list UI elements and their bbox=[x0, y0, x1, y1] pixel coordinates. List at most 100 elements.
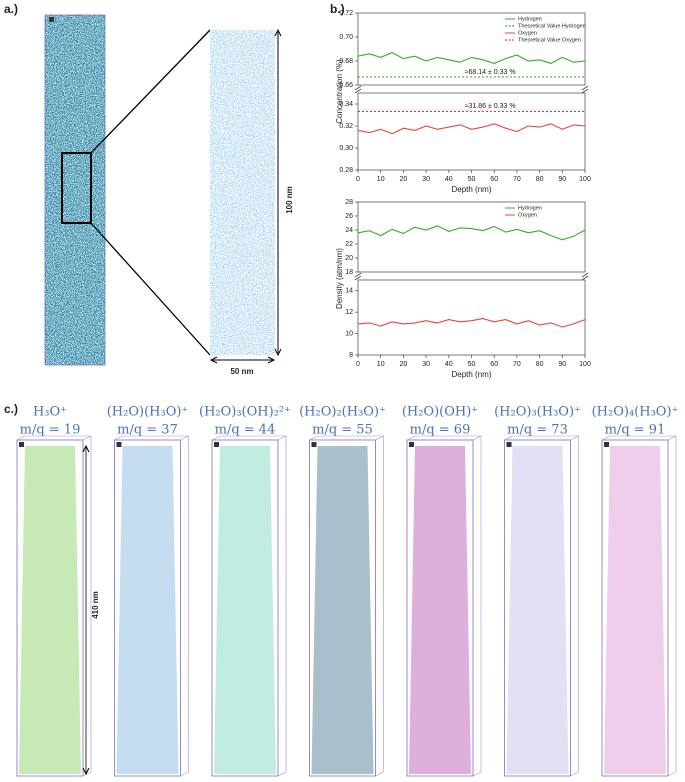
ion-mq: m/q = 73 bbox=[507, 423, 568, 438]
y-tick-label: 0.66 bbox=[339, 82, 353, 89]
arrowheads bbox=[209, 356, 276, 364]
zoom-texture bbox=[210, 30, 275, 355]
x-tick-label: 40 bbox=[445, 176, 453, 183]
x-tick-label: 30 bbox=[422, 176, 430, 183]
bounding-box bbox=[44, 14, 106, 366]
x-tick-label: 20 bbox=[400, 361, 408, 368]
x-axis-label: Depth (nm) bbox=[451, 370, 491, 379]
panel-label: c.) bbox=[4, 402, 18, 416]
marker bbox=[604, 442, 609, 447]
axis-break bbox=[354, 85, 589, 94]
marker bbox=[506, 442, 512, 447]
plot-frame bbox=[357, 12, 586, 86]
legend-label: Theoretical Value Hydrogen bbox=[518, 23, 586, 29]
y-axis-label: Concentration (%) bbox=[335, 59, 344, 124]
bounding-box-depth bbox=[406, 435, 482, 777]
ion-mq: m/q = 19 bbox=[20, 423, 81, 438]
specimen-haze bbox=[604, 446, 666, 774]
specimen-haze bbox=[311, 446, 374, 774]
legend-label: Hydrogen bbox=[518, 16, 542, 22]
marker bbox=[116, 442, 122, 447]
x-tick-label: 100 bbox=[579, 361, 591, 368]
x-tick-label: 0 bbox=[356, 361, 360, 368]
marker bbox=[49, 17, 54, 22]
bounding-box bbox=[406, 439, 474, 777]
x-tick-label: 20 bbox=[400, 176, 408, 183]
ion-formula: (H₂O)(OH)⁺ bbox=[402, 405, 478, 420]
annotation: ≈68.14 ± 0.33 % bbox=[465, 69, 516, 76]
x-tick-label: 70 bbox=[513, 176, 521, 183]
specimen-haze bbox=[214, 446, 276, 774]
x-tick-label: 90 bbox=[558, 361, 566, 368]
bounding-box-depth bbox=[16, 435, 92, 777]
specimen-haze bbox=[19, 446, 81, 774]
legend-label: Oxygen bbox=[518, 212, 537, 218]
bounding-box bbox=[309, 439, 376, 777]
bounding-box bbox=[211, 439, 279, 777]
panel-label: b.) bbox=[330, 2, 345, 16]
y-tick-label: 24 bbox=[345, 227, 353, 234]
y-tick-label: 14 bbox=[345, 288, 353, 295]
legend-label: Hydrogen bbox=[518, 205, 542, 211]
ion-formula: H₃O⁺ bbox=[33, 405, 67, 420]
scale-label: 100 nm bbox=[285, 186, 294, 214]
y-tick-label: 0.34 bbox=[339, 101, 353, 108]
specimen-haze bbox=[116, 446, 179, 774]
y-tick-label: 0.72 bbox=[339, 10, 353, 17]
y-tick-label: 0.70 bbox=[339, 34, 353, 41]
arrowheads bbox=[82, 444, 90, 776]
y-tick-label: 26 bbox=[345, 213, 353, 220]
scale-label: 410 nm bbox=[91, 591, 100, 619]
ion-mq: m/q = 91 bbox=[605, 423, 666, 438]
data-line bbox=[357, 51, 586, 64]
bounding-box bbox=[114, 439, 181, 777]
data-line bbox=[357, 225, 586, 241]
ion-formula: (H₂O)₄(H₃O)⁺ bbox=[592, 405, 679, 420]
data-line bbox=[357, 318, 586, 328]
plot-frame bbox=[357, 201, 586, 273]
y-tick-label: 18 bbox=[345, 269, 353, 276]
zoom-box bbox=[61, 152, 92, 224]
plot-frame bbox=[357, 279, 586, 356]
ion-formula: (H₂O)(H₃O)⁺ bbox=[107, 405, 189, 420]
bounding-box-depth bbox=[309, 435, 384, 777]
panel-label: a.) bbox=[4, 2, 18, 16]
bounding-box-depth bbox=[211, 435, 287, 777]
x-tick-label: 0 bbox=[356, 176, 360, 183]
x-tick-label: 80 bbox=[536, 176, 544, 183]
legend-label: Theoretical Value Oxygen bbox=[518, 37, 581, 43]
bounding-box-depth bbox=[504, 435, 579, 777]
ion-mq: m/q = 55 bbox=[312, 423, 373, 438]
x-tick-label: 40 bbox=[445, 361, 453, 368]
x-tick-label: 50 bbox=[468, 176, 476, 183]
bounding-box-depth bbox=[601, 435, 677, 777]
x-tick-label: 100 bbox=[579, 176, 591, 183]
specimen-texture bbox=[45, 15, 105, 365]
x-tick-label: 80 bbox=[536, 361, 544, 368]
bounding-box bbox=[16, 439, 84, 777]
y-tick-label: 0.68 bbox=[339, 58, 353, 65]
bounding-box-depth bbox=[114, 435, 189, 777]
specimen-haze bbox=[409, 446, 471, 774]
ion-formula: (H₂O)₃(OH)₂²⁺ bbox=[199, 405, 291, 420]
scale-label: 50 nm bbox=[230, 367, 253, 376]
ion-mq: m/q = 44 bbox=[215, 423, 276, 438]
y-tick-label: 0.30 bbox=[339, 145, 353, 152]
ion-formula: (H₂O)₂(H₃O)⁺ bbox=[299, 405, 386, 420]
x-tick-label: 50 bbox=[468, 361, 476, 368]
y-tick-label: 0.32 bbox=[339, 123, 353, 130]
marker bbox=[214, 442, 219, 447]
x-tick-label: 10 bbox=[377, 176, 385, 183]
y-tick-label: 22 bbox=[345, 241, 353, 248]
legend-label: Oxygen bbox=[518, 30, 537, 36]
zoom-line bbox=[90, 29, 211, 154]
axis-break bbox=[354, 272, 589, 281]
y-tick-label: 20 bbox=[345, 255, 353, 262]
arrowheads bbox=[274, 28, 282, 357]
bounding-box bbox=[504, 439, 571, 777]
data-line bbox=[357, 123, 586, 135]
ion-mq: m/q = 69 bbox=[410, 423, 471, 438]
annotation: ≈31.86 ± 0.33 % bbox=[465, 103, 516, 110]
x-tick-label: 90 bbox=[558, 176, 566, 183]
ion-mq: m/q = 37 bbox=[117, 423, 178, 438]
